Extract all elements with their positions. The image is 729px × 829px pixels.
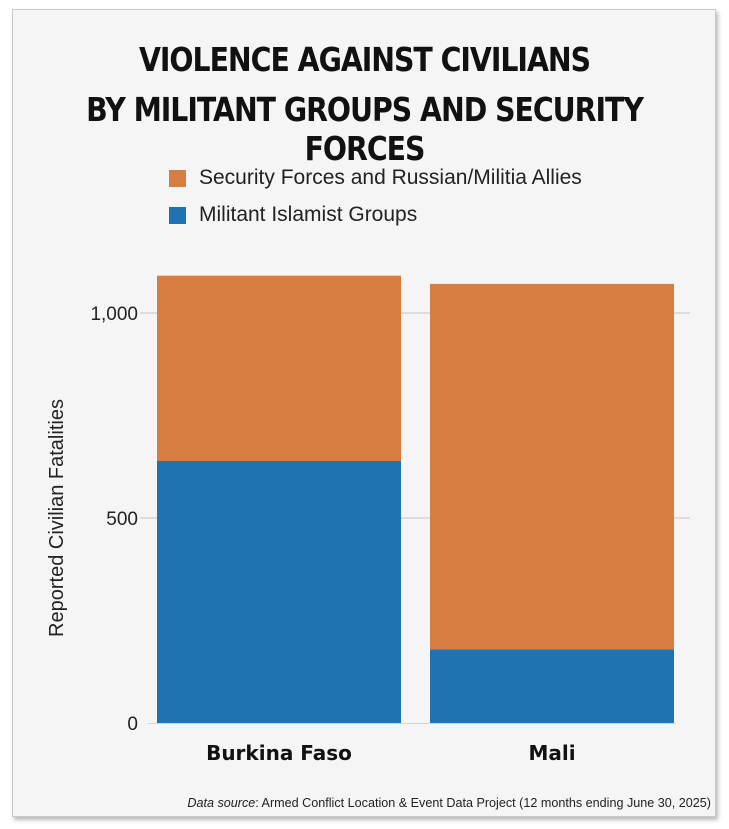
y-tick-label: 0 [127, 714, 138, 735]
y-tick-label: 1,000 [90, 304, 138, 325]
bar-militant-islamist-burkina-faso [157, 461, 401, 723]
legend-label-militant-islamist: Militant Islamist Groups [199, 203, 418, 226]
legend-label-security-forces: Security Forces and Russian/Militia Alli… [199, 166, 582, 189]
x-tick-label: Mali [528, 741, 575, 765]
y-tick-label: 500 [106, 509, 138, 530]
data-source-note: Data source: Armed Conflict Location & E… [187, 796, 711, 810]
legend-item-militant-islamist: Militant Islamist Groups [169, 203, 417, 227]
y-axis-label: Reported Civilian Fatalities [46, 399, 68, 637]
bar-militant-islamist-mali [430, 649, 674, 723]
legend-swatch-militant-islamist [169, 206, 186, 224]
legend-item-security-forces: Security Forces and Russian/Militia Alli… [169, 166, 582, 190]
data-source-text: : Armed Conflict Location & Event Data P… [255, 796, 711, 810]
chart-title-line-1: VIOLENCE AGAINST CIVILIANS [138, 40, 591, 79]
x-tick-label: Burkina Faso [206, 741, 352, 765]
data-source-prefix: Data source [187, 796, 256, 810]
bar-security-forces-burkina-faso [157, 275, 401, 462]
chart-title-line-2: BY MILITANT GROUPS AND SECURITY FORCES [86, 90, 644, 168]
legend-swatch-security-forces [169, 169, 186, 187]
bar-security-forces-mali [430, 283, 674, 650]
